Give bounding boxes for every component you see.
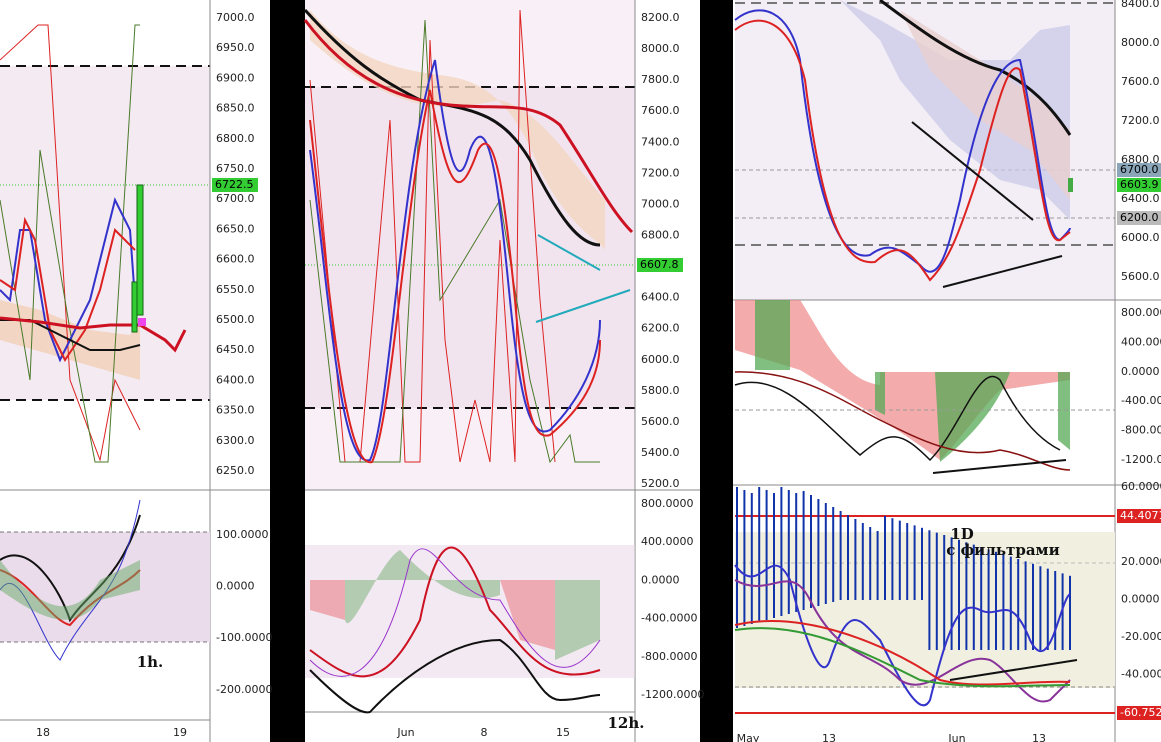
axis-label: -1200.0000 bbox=[641, 688, 704, 701]
price-tag: 6607.8 bbox=[640, 258, 679, 271]
axis-label: 6400.0 bbox=[216, 373, 255, 386]
time-label: May bbox=[737, 732, 760, 742]
axis-label: 7200.0 bbox=[641, 166, 680, 179]
price-tag-bg bbox=[212, 178, 258, 192]
axis-label: 7000.0 bbox=[216, 11, 255, 24]
time-label: Jun bbox=[396, 726, 414, 739]
price-tag: 6722.5 bbox=[215, 178, 254, 191]
time-label: 19 bbox=[173, 726, 187, 739]
time-label: 18 bbox=[36, 726, 50, 739]
price-tag-bg bbox=[1117, 163, 1161, 177]
axis-label: 6600.0 bbox=[216, 253, 255, 266]
axis-label: 100.0000 bbox=[216, 528, 269, 541]
axis-label: 6200.0 bbox=[641, 322, 680, 335]
axis-label: 6800.0 bbox=[641, 228, 680, 241]
axis-label: 7600.0 bbox=[641, 104, 680, 117]
axis-label: 6450.0 bbox=[216, 343, 255, 356]
axis-label: 400.0000 bbox=[641, 535, 694, 548]
price-tag: 6200.0 bbox=[1120, 211, 1159, 224]
axis-label: 6750.0 bbox=[216, 162, 255, 175]
axis-label: 5600.0 bbox=[1121, 270, 1160, 283]
annotation: 12h. bbox=[607, 714, 644, 732]
time-label: Jun bbox=[947, 732, 965, 742]
price-tag: 6603.9 bbox=[1120, 178, 1159, 191]
axis-label: 6500.0 bbox=[216, 313, 255, 326]
axis-label: 6400.0 bbox=[641, 291, 680, 304]
axis-label: 7600.0 bbox=[1121, 75, 1160, 88]
axis-label: 6700.0 bbox=[216, 192, 255, 205]
axis-label: 60.0000 bbox=[1121, 480, 1161, 493]
axis-label: 6300.0 bbox=[216, 434, 255, 447]
axis-label: 7000.0 bbox=[641, 197, 680, 210]
axis-label: 6950.0 bbox=[216, 41, 255, 54]
time-label: 13 bbox=[822, 732, 836, 742]
price-tag-bg bbox=[637, 258, 683, 272]
axis-label: 6900.0 bbox=[216, 71, 255, 84]
axis-label: 7200.0 bbox=[1121, 114, 1160, 127]
axis-label: 0.0000 bbox=[1121, 593, 1160, 606]
axis-label: 6850.0 bbox=[216, 102, 255, 115]
annotation: 1D bbox=[950, 525, 973, 543]
price-tag-bg bbox=[1117, 211, 1161, 225]
axis-label: 6350.0 bbox=[216, 404, 255, 417]
price-tag: 6700.0 bbox=[1120, 163, 1159, 176]
axis-label: 0.0000 bbox=[641, 573, 680, 586]
axis-label: 6550.0 bbox=[216, 283, 255, 296]
panel-1d bbox=[733, 0, 1161, 742]
axis-label: -1200.0000 bbox=[1121, 453, 1161, 466]
axis-label: 6000.0 bbox=[641, 353, 680, 366]
axis-label: 0.0000 bbox=[216, 580, 255, 593]
price-tag-bg bbox=[1117, 706, 1161, 720]
panel-1h bbox=[0, 0, 270, 742]
axis-label: 20.0000 bbox=[1121, 555, 1161, 568]
axis-label: 5200.0 bbox=[641, 477, 680, 490]
axis-label: -200.0000 bbox=[216, 683, 272, 696]
axis-label: 6800.0 bbox=[216, 132, 255, 145]
axis-label: -400.0000 bbox=[1121, 394, 1161, 407]
annotation: 1h. bbox=[137, 653, 164, 671]
axis-label: 6400.0 bbox=[1121, 192, 1160, 205]
axis-label: 7400.0 bbox=[641, 135, 680, 148]
axis-label: 800.0000 bbox=[1121, 306, 1161, 319]
axis-label: 0.0000 bbox=[1121, 365, 1160, 378]
axis-label: 8200.0 bbox=[641, 11, 680, 24]
axis-label: 6250.0 bbox=[216, 464, 255, 477]
axis-label: 7800.0 bbox=[641, 73, 680, 86]
axis-label: -20.0000 bbox=[1121, 630, 1161, 643]
price-tag: 44.4071 bbox=[1120, 509, 1161, 522]
axis-label: -400.0000 bbox=[641, 612, 697, 625]
time-label: 15 bbox=[556, 726, 570, 739]
axis-label: 6800.0 bbox=[1121, 153, 1160, 166]
axis-label: -800.0000 bbox=[1121, 424, 1161, 437]
axis-label: 5600.0 bbox=[641, 415, 680, 428]
axis-label: 400.0000 bbox=[1121, 335, 1161, 348]
axis-label: 8000.0 bbox=[641, 42, 680, 55]
axis-label: -800.0000 bbox=[641, 650, 697, 663]
axis-label: -100.0000 bbox=[216, 631, 272, 644]
axis-label: 5400.0 bbox=[641, 446, 680, 459]
price-tag-bg bbox=[1117, 178, 1161, 192]
axis-label: 6650.0 bbox=[216, 222, 255, 235]
axis-label: 8000.0 bbox=[1121, 36, 1160, 49]
price-tag-bg bbox=[1117, 509, 1161, 523]
axis-label: 5800.0 bbox=[641, 384, 680, 397]
axis-label: 6000.0 bbox=[1121, 231, 1160, 244]
axis-label: -40.0000 bbox=[1121, 668, 1161, 681]
time-label: 8 bbox=[481, 726, 488, 739]
axis-label: 800.0000 bbox=[641, 497, 694, 510]
axis-label: 8400.0 bbox=[1121, 0, 1160, 10]
annotation: с фильтрами bbox=[946, 541, 1059, 559]
panel-12h bbox=[303, 0, 700, 742]
time-label: 13 bbox=[1032, 732, 1046, 742]
price-tag: -60.7527 bbox=[1120, 706, 1161, 719]
